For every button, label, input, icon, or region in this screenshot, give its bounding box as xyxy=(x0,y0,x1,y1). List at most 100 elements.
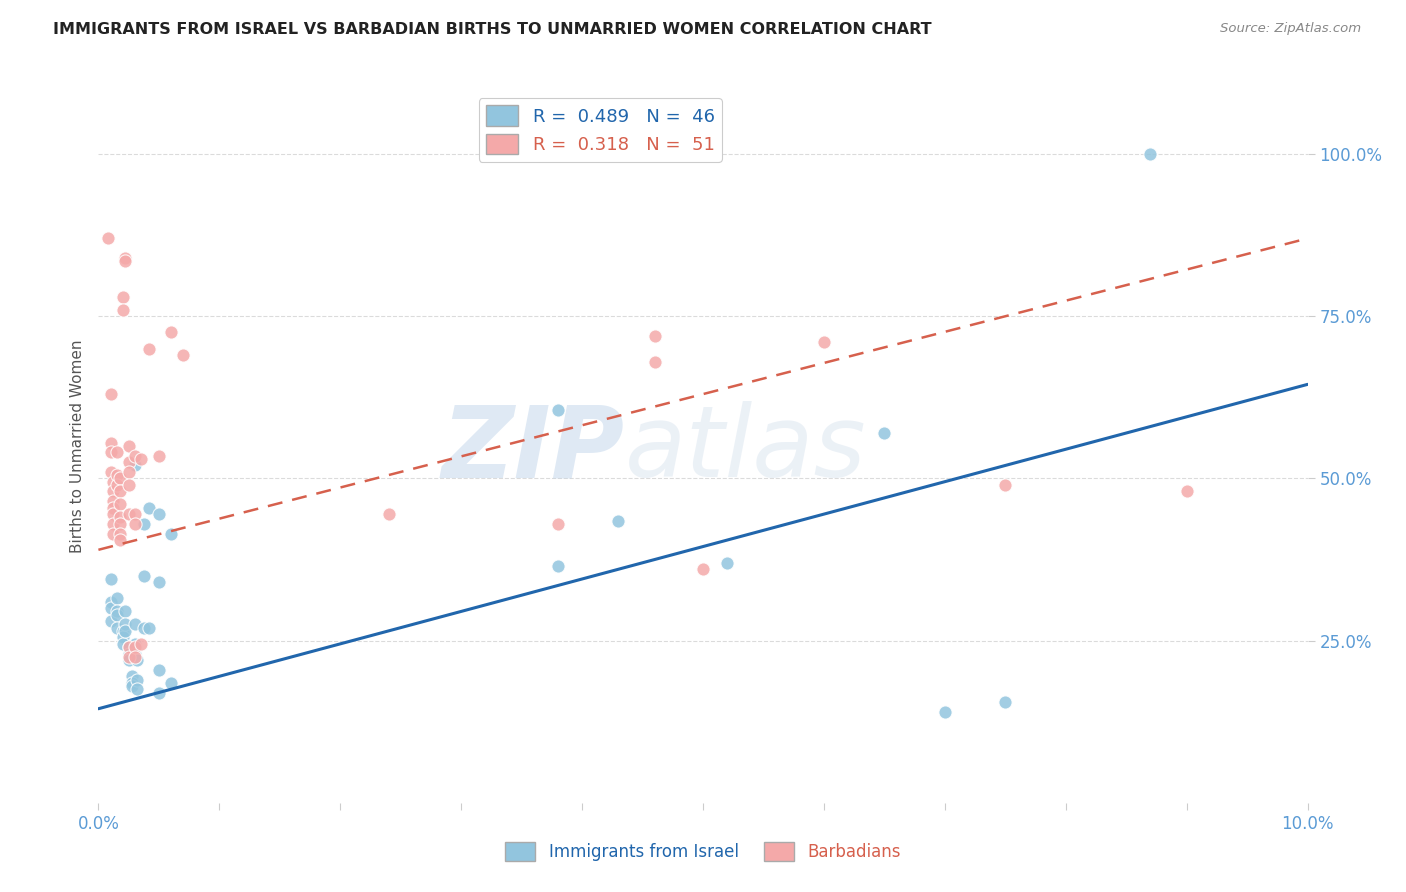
Legend: R =  0.489   N =  46, R =  0.318   N =  51: R = 0.489 N = 46, R = 0.318 N = 51 xyxy=(478,98,721,161)
Point xyxy=(114,251,136,265)
Point xyxy=(124,637,146,651)
Point xyxy=(118,647,141,661)
Point xyxy=(124,647,146,661)
Point xyxy=(105,607,128,622)
Point xyxy=(108,484,131,499)
Point xyxy=(105,591,128,606)
Point xyxy=(108,510,131,524)
Point xyxy=(101,494,124,508)
Text: atlas: atlas xyxy=(624,401,866,498)
Point xyxy=(108,497,131,511)
Point xyxy=(100,614,122,628)
Point xyxy=(124,617,146,632)
Point xyxy=(547,403,569,417)
Point xyxy=(160,526,183,541)
Point xyxy=(105,445,128,459)
Point xyxy=(138,500,160,515)
Point xyxy=(716,556,738,570)
Point xyxy=(108,533,131,547)
Point xyxy=(644,354,666,368)
Point xyxy=(994,478,1017,492)
Point xyxy=(108,516,131,531)
Point xyxy=(105,604,128,618)
Point xyxy=(111,637,134,651)
Point xyxy=(129,452,152,467)
Point xyxy=(100,595,122,609)
Text: Source: ZipAtlas.com: Source: ZipAtlas.com xyxy=(1220,22,1361,36)
Point xyxy=(114,624,136,638)
Point xyxy=(148,575,170,590)
Point xyxy=(124,516,146,531)
Point xyxy=(121,679,143,693)
Point xyxy=(118,640,141,654)
Point xyxy=(547,559,569,574)
Point xyxy=(813,335,835,350)
Point xyxy=(1139,147,1161,161)
Point xyxy=(105,468,128,483)
Point xyxy=(160,326,183,340)
Point xyxy=(101,516,124,531)
Point xyxy=(111,631,134,645)
Point xyxy=(114,604,136,618)
Point xyxy=(100,465,122,479)
Point xyxy=(105,478,128,492)
Point xyxy=(101,526,124,541)
Point xyxy=(100,387,122,401)
Point xyxy=(111,290,134,304)
Point xyxy=(873,425,896,440)
Point xyxy=(118,649,141,664)
Point xyxy=(118,640,141,654)
Point xyxy=(100,435,122,450)
Point xyxy=(129,637,152,651)
Point xyxy=(118,465,141,479)
Point xyxy=(134,568,156,582)
Point xyxy=(118,455,141,469)
Point xyxy=(101,500,124,515)
Point xyxy=(644,328,666,343)
Point xyxy=(118,439,141,453)
Point xyxy=(105,621,128,635)
Point xyxy=(118,507,141,521)
Point xyxy=(111,624,134,638)
Point xyxy=(124,449,146,463)
Point xyxy=(127,682,149,697)
Point xyxy=(121,675,143,690)
Point xyxy=(118,478,141,492)
Point xyxy=(138,621,160,635)
Point xyxy=(114,617,136,632)
Point xyxy=(97,231,120,245)
Point xyxy=(148,507,170,521)
Point xyxy=(127,653,149,667)
Point xyxy=(114,254,136,268)
Point xyxy=(124,458,146,473)
Point xyxy=(172,348,194,362)
Point xyxy=(101,475,124,489)
Point xyxy=(607,514,630,528)
Point xyxy=(100,601,122,615)
Legend: Immigrants from Israel, Barbadians: Immigrants from Israel, Barbadians xyxy=(499,835,907,868)
Point xyxy=(108,471,131,485)
Point xyxy=(121,669,143,683)
Point xyxy=(108,526,131,541)
Point xyxy=(100,445,122,459)
Text: IMMIGRANTS FROM ISRAEL VS BARBADIAN BIRTHS TO UNMARRIED WOMEN CORRELATION CHART: IMMIGRANTS FROM ISRAEL VS BARBADIAN BIRT… xyxy=(53,22,932,37)
Point xyxy=(934,705,956,719)
Y-axis label: Births to Unmarried Women: Births to Unmarried Women xyxy=(69,339,84,553)
Point xyxy=(100,572,122,586)
Text: ZIP: ZIP xyxy=(441,401,624,498)
Point xyxy=(547,516,569,531)
Point xyxy=(692,562,714,576)
Point xyxy=(118,653,141,667)
Point xyxy=(127,673,149,687)
Point xyxy=(994,695,1017,709)
Point xyxy=(377,507,399,521)
Point xyxy=(111,302,134,317)
Point xyxy=(124,507,146,521)
Point xyxy=(138,342,160,356)
Point xyxy=(101,507,124,521)
Point xyxy=(101,484,124,499)
Point xyxy=(124,649,146,664)
Point xyxy=(148,685,170,699)
Point xyxy=(134,621,156,635)
Point xyxy=(124,640,146,654)
